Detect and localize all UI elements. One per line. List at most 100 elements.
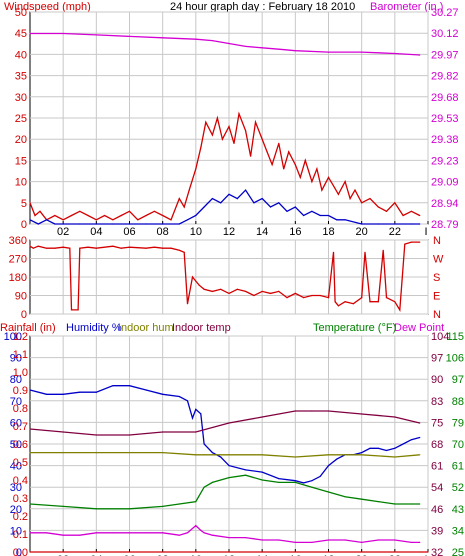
direction-line-point bbox=[220, 288, 222, 290]
direction-tick-label: 360 bbox=[9, 235, 27, 247]
rainfall-tick-label: 1.0 bbox=[13, 367, 28, 379]
wind-x-tick-label: 20 bbox=[356, 226, 368, 238]
temperature-line-point bbox=[95, 508, 97, 510]
gust-line-point bbox=[236, 198, 238, 200]
windspeed-line-point bbox=[70, 214, 73, 217]
indoor-hum-line-point bbox=[228, 454, 230, 456]
rainfall-tick-label: 1.2 bbox=[13, 331, 28, 343]
windspeed-tick-label: 50 bbox=[15, 7, 27, 19]
windspeed-line-point bbox=[205, 121, 207, 123]
temperature-line-point bbox=[128, 508, 131, 510]
gust-line-point bbox=[361, 223, 363, 225]
temperature-line-point bbox=[178, 503, 180, 505]
gust-line-point bbox=[394, 223, 396, 225]
humidity-line-point bbox=[385, 449, 388, 452]
barometer-tick-label: 29.82 bbox=[431, 71, 459, 83]
temperature-line-point bbox=[245, 474, 247, 476]
humidity-line-point bbox=[162, 393, 164, 395]
barometer-tick-label: 28.79 bbox=[431, 219, 459, 231]
indoor-temp-line-point bbox=[62, 431, 64, 433]
direction-line-point bbox=[399, 309, 401, 311]
humidity-line-point bbox=[319, 475, 321, 477]
direction-line-point bbox=[37, 245, 39, 247]
humidity-line-point bbox=[178, 395, 180, 398]
windspeed-line-point bbox=[137, 219, 139, 221]
windspeed-line-point bbox=[233, 142, 235, 144]
windspeed-line-point bbox=[402, 214, 404, 217]
dew-point-line-point bbox=[394, 539, 396, 541]
windspeed-line-point bbox=[120, 214, 122, 217]
wind-x-tick-label: 16 bbox=[289, 226, 301, 238]
direction-tick-label: 270 bbox=[9, 254, 27, 266]
indoor-temp-tick-label: 54 bbox=[431, 482, 443, 494]
windspeed-line-point bbox=[369, 198, 371, 200]
indoor-temp-tick-label: 75 bbox=[431, 417, 443, 429]
wind-x-tick-label: 06 bbox=[123, 226, 135, 238]
wind-x-tick-label: 08 bbox=[157, 226, 169, 238]
windspeed-line-point bbox=[211, 134, 213, 136]
barometer-tick-label: 29.53 bbox=[431, 113, 459, 125]
humidity-line-point bbox=[200, 413, 202, 415]
windspeed-line-point bbox=[419, 214, 421, 217]
windspeed-line-point bbox=[216, 117, 218, 119]
direction-line-point bbox=[334, 301, 336, 303]
gust-line-point bbox=[128, 223, 131, 225]
windspeed-line-point bbox=[266, 151, 268, 153]
wind-x-tick-label: 10 bbox=[190, 226, 202, 238]
dew-point-line-point bbox=[79, 534, 81, 536]
rainfall-tick-label: 1.1 bbox=[13, 349, 28, 361]
gust-line-point bbox=[377, 223, 379, 225]
dew-point-line-point bbox=[145, 532, 147, 534]
windspeed-line-point bbox=[128, 210, 131, 212]
direction-line-point bbox=[245, 290, 247, 292]
temp-x-tick-label: 06 bbox=[123, 554, 135, 556]
barometer-line-point bbox=[162, 37, 164, 39]
gust-line-point bbox=[261, 198, 263, 200]
dew-point-line-point bbox=[245, 537, 247, 539]
indoor-hum-line-point bbox=[128, 452, 131, 454]
humidity-line-point bbox=[29, 389, 31, 391]
rainfall-tick-label: 0.3 bbox=[13, 493, 28, 505]
windspeed-line-point bbox=[337, 193, 339, 195]
humidity-tick-label: 10 bbox=[10, 525, 22, 537]
gust-line-point bbox=[303, 214, 305, 217]
dew-point-line-point bbox=[311, 541, 313, 544]
windspeed-line-point bbox=[271, 164, 273, 166]
barometer-tick-label: 29.09 bbox=[431, 177, 459, 189]
dew-point-line-point bbox=[211, 534, 213, 536]
dew-point-line-point bbox=[410, 541, 412, 544]
dew-point-line-point bbox=[377, 539, 379, 541]
windspeed-line-point bbox=[195, 168, 197, 170]
temperature-line-point bbox=[29, 503, 31, 505]
temperature-line-point bbox=[162, 505, 164, 507]
barometer-line-point bbox=[95, 34, 97, 36]
temperature-tick-label: 70 bbox=[452, 439, 464, 451]
windspeed-line-point bbox=[327, 176, 330, 178]
direction-line-point bbox=[364, 251, 366, 253]
gust-line-point bbox=[211, 198, 213, 200]
humidity-line-point bbox=[62, 393, 64, 395]
wind-x-tick-label: 22 bbox=[389, 226, 401, 238]
windspeed-tick-label: 15 bbox=[15, 155, 27, 167]
dew-point-line-point bbox=[128, 532, 131, 534]
humidity-line-point bbox=[369, 447, 371, 449]
barometer-line-point bbox=[195, 38, 197, 40]
temperature-line-point bbox=[261, 479, 263, 481]
temperature-line-point bbox=[311, 486, 313, 488]
windspeed-line-point bbox=[354, 189, 356, 191]
barometer-tick-label: 30.12 bbox=[431, 28, 459, 40]
barometer-line-point bbox=[245, 45, 247, 48]
indoor-hum-line-point bbox=[361, 454, 363, 456]
temp-x-tick-label: 12 bbox=[223, 554, 235, 556]
direction-line-point bbox=[203, 288, 205, 290]
direction-line-point bbox=[69, 247, 71, 249]
temp-x-tick-label: 20 bbox=[356, 554, 368, 556]
humidity-line-point bbox=[186, 400, 189, 402]
dew-point-line bbox=[30, 524, 420, 544]
rainfall-tick-label: 0.9 bbox=[13, 385, 28, 397]
direction-line-point bbox=[410, 241, 412, 243]
direction-line-point bbox=[332, 251, 335, 253]
gust-line-point bbox=[245, 189, 247, 191]
windspeed-line bbox=[29, 111, 420, 221]
wind-x-tick-label: 12 bbox=[223, 226, 235, 238]
